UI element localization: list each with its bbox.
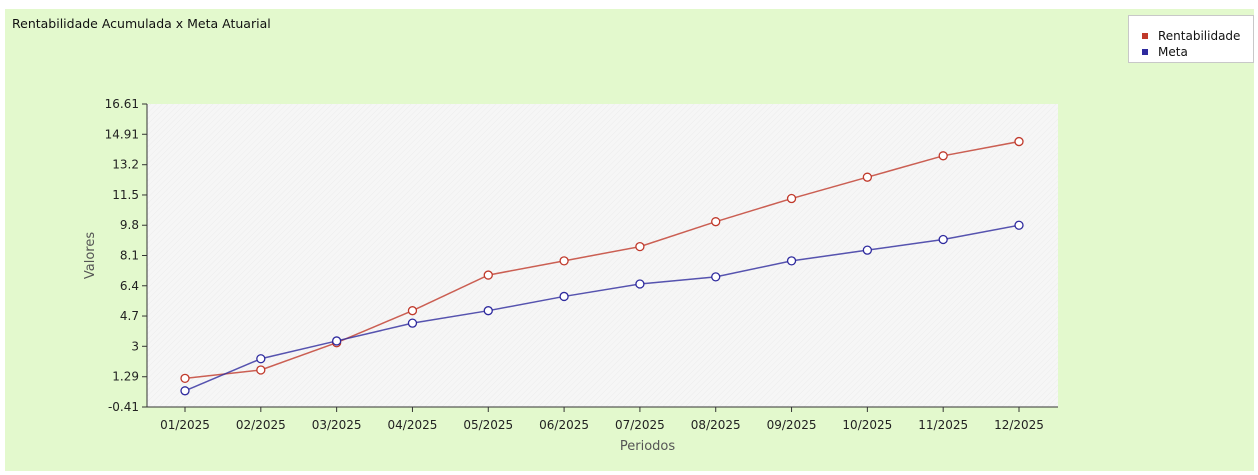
data-point-rentabilidade	[559, 256, 569, 266]
y-tick-label: 4.7	[120, 309, 139, 323]
data-point-rentabilidade	[711, 217, 721, 227]
data-point-rentabilidade	[1014, 136, 1024, 147]
chart-title: Rentabilidade Acumulada x Meta Atuarial	[12, 16, 271, 31]
y-tick-label: -0.41	[108, 400, 139, 414]
y-tick-label: 3	[131, 339, 139, 353]
y-axis-title: Valores	[83, 232, 98, 279]
data-point-rentabilidade	[862, 172, 873, 182]
x-tick-label: 12/2025	[994, 418, 1044, 432]
legend-swatch-rentabilidade	[1142, 33, 1148, 39]
data-point-meta	[559, 291, 569, 302]
data-point-meta	[331, 336, 342, 346]
y-tick-label: 8.1	[120, 249, 139, 263]
x-tick-label: 09/2025	[767, 418, 817, 432]
data-point-rentabilidade	[635, 241, 645, 252]
data-point-meta	[862, 245, 873, 255]
x-tick-label: 06/2025	[539, 418, 589, 432]
y-tick-label: 1.29	[112, 370, 139, 384]
y-tick-label: 13.2	[112, 158, 139, 172]
data-point-meta	[786, 256, 797, 266]
y-tick-label: 6.4	[120, 279, 139, 293]
data-point-meta	[180, 386, 190, 396]
y-tick-label: 16.61	[105, 97, 139, 111]
series-line-meta	[184, 224, 1020, 392]
series-meta	[180, 220, 1024, 396]
data-point-meta	[407, 318, 418, 328]
data-point-meta	[483, 306, 493, 316]
data-point-rentabilidade	[483, 270, 493, 280]
data-point-meta	[938, 234, 948, 245]
data-point-rentabilidade	[786, 193, 797, 204]
data-point-rentabilidade	[180, 373, 190, 383]
data-point-meta	[256, 354, 266, 364]
y-tick-label: 14.91	[105, 127, 139, 141]
x-axis-title: Periodos	[620, 439, 675, 454]
x-tick-label: 01/2025	[160, 418, 210, 432]
legend-label-rentabilidade: Rentabilidade	[1158, 29, 1241, 43]
data-point-rentabilidade	[938, 151, 948, 161]
x-tick-label: 07/2025	[615, 418, 665, 432]
legend-swatch-meta	[1142, 49, 1148, 55]
data-point-meta	[635, 279, 645, 289]
x-tick-label: 04/2025	[388, 418, 438, 432]
axes: -0.41 1.29 3 4.7 6.4 8.1 9.8 11.5 13.2 14.91 16.61…	[105, 97, 1058, 432]
data-point-rentabilidade	[407, 306, 418, 316]
data-point-rentabilidade	[256, 365, 266, 375]
data-point-meta	[711, 272, 721, 282]
x-tick-label: 11/2025	[918, 418, 968, 432]
x-tick-label: 03/2025	[312, 418, 362, 432]
series-line-rentabilidade	[184, 140, 1020, 380]
data-point-meta	[1014, 220, 1024, 230]
x-tick-label: 10/2025	[842, 418, 892, 432]
legend-label-meta: Meta	[1158, 45, 1188, 59]
y-tick-label: 9.8	[120, 218, 139, 232]
series-rentabilidade	[180, 136, 1024, 383]
chart-legend: Rentabilidade Meta	[1128, 15, 1254, 63]
x-tick-label: 05/2025	[463, 418, 513, 432]
x-tick-label: 08/2025	[691, 418, 741, 432]
y-tick-label: 11.5	[112, 188, 139, 202]
x-tick-label: 02/2025	[236, 418, 286, 432]
series-layer	[180, 136, 1024, 396]
